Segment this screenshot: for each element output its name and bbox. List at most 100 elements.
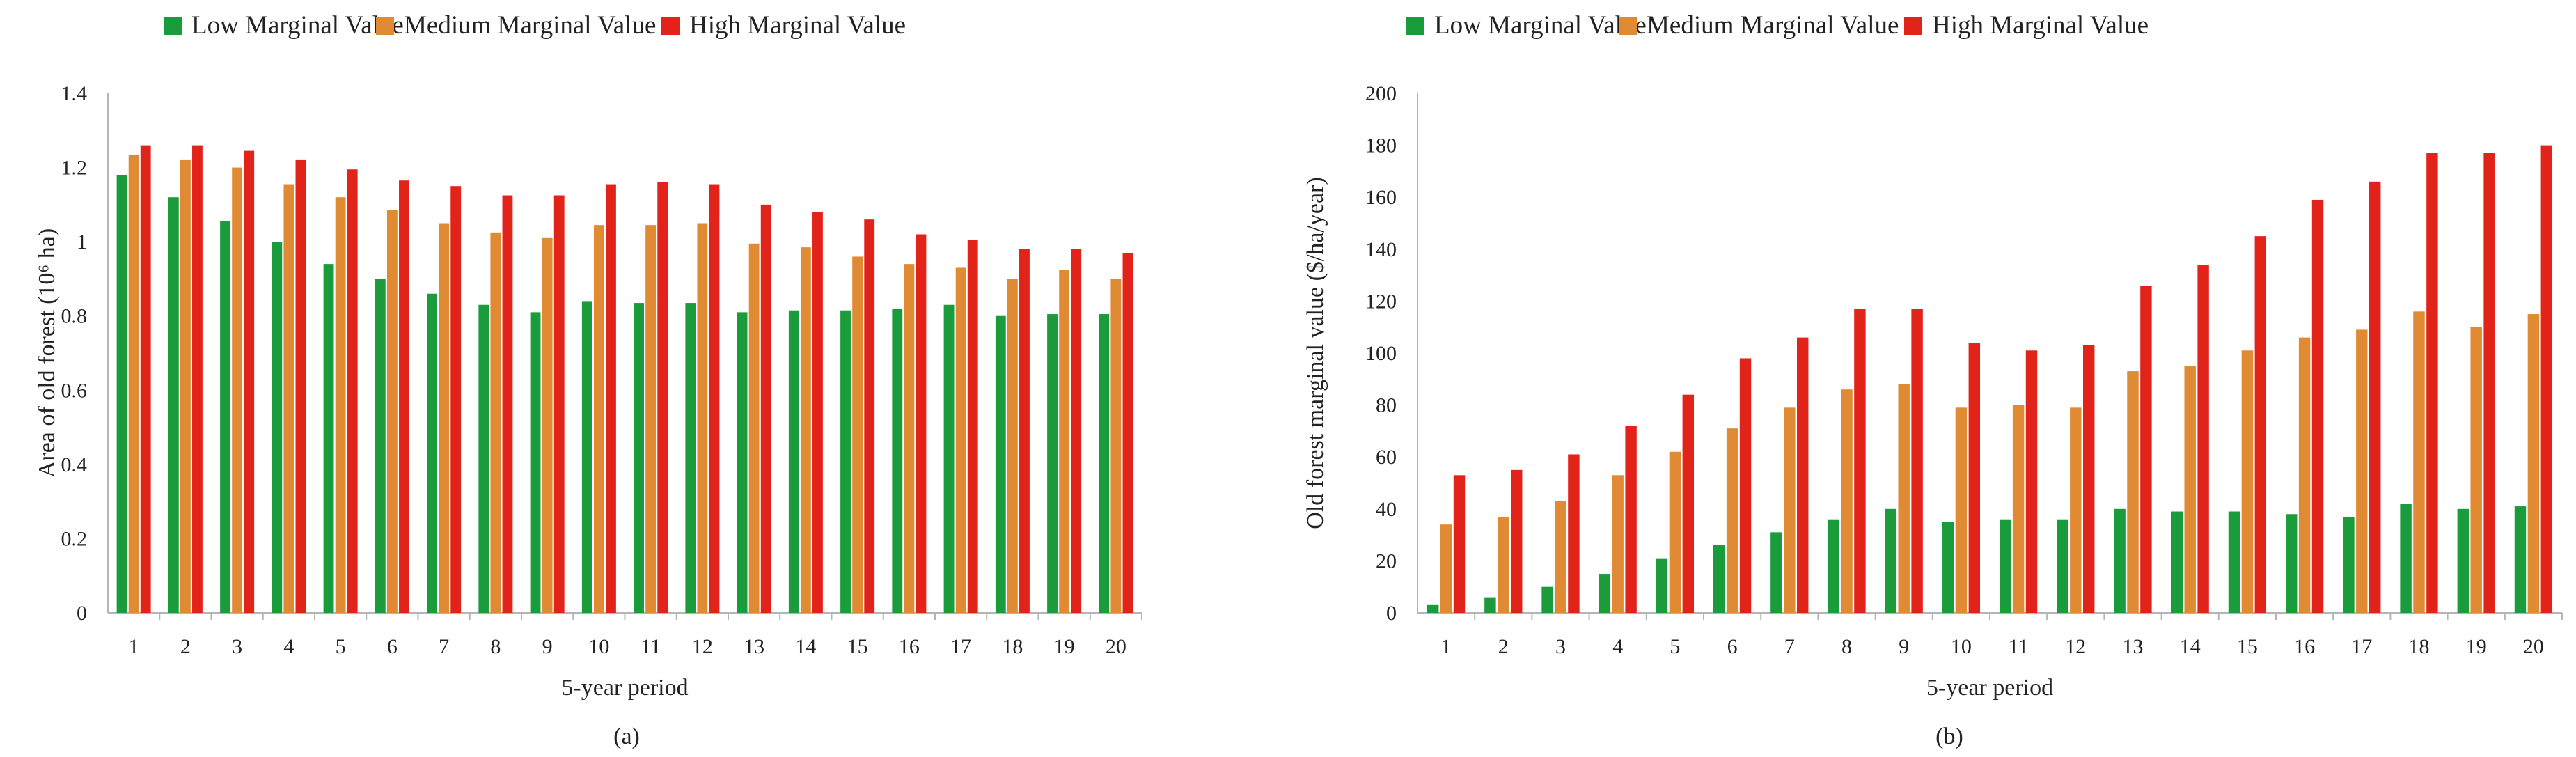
bar-medium-marginal-value-8 [490,232,501,614]
bar-low-marginal-value-5 [323,264,334,613]
legend-swatch-low-marginal-value [164,17,182,35]
x-tick-label: 10 [1951,635,1972,658]
panel-a-area-chart: 00.20.40.60.811.21.41 2 3 4 5 6 7 8 9 10 11 12 13 14 1… [34,11,1142,749]
bar-low-marginal-value-14 [2171,511,2183,613]
bar-medium-marginal-value-18 [1007,279,1018,613]
bar-high-marginal-value-1 [140,145,151,614]
x-tick-label: 20 [1106,635,1126,658]
bar-medium-marginal-value-15 [2241,350,2254,613]
bar-low-marginal-value-20 [2514,506,2527,613]
bar-high-marginal-value-17 [967,240,978,613]
y-tick-label: 0.6 [61,379,88,402]
x-tick-label: 7 [439,635,449,658]
bar-low-marginal-value-11 [1999,519,2011,613]
bar-low-marginal-value-9 [1885,508,1897,613]
x-tick-label: 7 [1784,635,1795,658]
bar-low-marginal-value-12 [685,303,696,613]
x-tick-label: 20 [2523,635,2544,658]
bar-medium-marginal-value-3 [1555,501,1566,613]
bar-high-marginal-value-2 [1510,469,1523,613]
x-tick-label: 18 [1002,635,1023,658]
bar-medium-marginal-value-1 [128,154,139,613]
bar-medium-marginal-value-19 [1059,270,1070,613]
y-tick-label: 40 [1376,498,1397,521]
y-tick-label: 120 [1365,290,1397,313]
bar-medium-marginal-value-17 [955,267,966,613]
bar-low-marginal-value-2 [1484,597,1496,613]
bar-low-marginal-value-13 [737,312,748,613]
bar-high-marginal-value-11 [2025,350,2038,613]
bar-high-marginal-value-18 [1019,249,1030,613]
bar-medium-marginal-value-1 [1440,524,1452,613]
legend-label-high-marginal-value: High Marginal Value [689,11,906,40]
x-tick-label: 16 [899,635,920,658]
x-tick-label: 9 [542,635,553,658]
x-tick-label: 15 [2237,635,2258,658]
y-tick-label: 0.8 [61,305,88,328]
bar-medium-marginal-value-4 [1612,475,1624,613]
y-tick-label: 80 [1376,394,1397,417]
bar-high-marginal-value-19 [2483,153,2495,614]
bar-high-marginal-value-12 [2082,345,2095,613]
bar-low-marginal-value-5 [1656,558,1668,613]
legend-label-medium-marginal-value: Medium Marginal Value [1647,11,1899,40]
x-tick-label: 4 [283,635,294,658]
bar-high-marginal-value-15 [2254,236,2267,613]
y-tick-label: 180 [1365,134,1397,157]
bar-high-marginal-value-6 [1739,358,1752,613]
bar-low-marginal-value-6 [375,279,386,613]
x-tick-label: 2 [1498,635,1509,658]
legend-swatch-high-marginal-value [1904,17,1922,35]
y-tick-label: 140 [1365,238,1397,261]
bar-high-marginal-value-7 [450,186,462,613]
bar-medium-marginal-value-5 [335,197,346,613]
panel-label: (a) [613,724,640,749]
bar-medium-marginal-value-14 [2184,366,2196,613]
bar-high-marginal-value-10 [606,184,616,613]
bar-low-marginal-value-1 [116,175,127,613]
bar-high-marginal-value-18 [2426,153,2438,614]
y-tick-label: 1.4 [61,82,88,105]
bar-low-marginal-value-17 [943,304,955,613]
bar-low-marginal-value-12 [2057,519,2068,613]
x-tick-label: 17 [2351,635,2372,658]
legend-swatch-high-marginal-value [661,17,680,35]
x-tick-label: 11 [2009,635,2029,658]
x-tick-label: 5 [336,635,346,658]
x-tick-label: 11 [641,635,661,658]
legend-label-low-marginal-value: Low Marginal Value [191,11,404,40]
bar-high-marginal-value-14 [812,212,823,613]
y-axis-label: Old forest marginal value ($/ha/year) [1303,177,1328,529]
bar-high-marginal-value-20 [2540,145,2553,614]
bar-medium-marginal-value-6 [1726,428,1738,613]
legend-label-low-marginal-value: Low Marginal Value [1434,11,1647,40]
bar-low-marginal-value-19 [1047,314,1058,613]
y-tick-label: 60 [1376,446,1397,469]
bar-high-marginal-value-4 [1625,426,1637,613]
y-tick-label: 0.4 [61,453,88,476]
x-tick-label: 19 [1054,635,1075,658]
bar-high-marginal-value-14 [2197,265,2209,613]
bar-high-marginal-value-8 [1854,309,1866,613]
x-tick-label: 1 [129,635,139,658]
bar-low-marginal-value-20 [1099,314,1110,613]
bar-high-marginal-value-4 [295,159,306,613]
legend-swatch-medium-marginal-value [376,17,394,35]
bar-medium-marginal-value-20 [2527,314,2540,613]
legend-swatch-medium-marginal-value [1619,17,1637,35]
bar-medium-marginal-value-7 [439,223,450,613]
bar-high-marginal-value-16 [916,234,927,613]
x-tick-label: 16 [2294,635,2315,658]
y-tick-label: 0 [1386,602,1397,625]
x-tick-label: 1 [1441,635,1452,658]
bar-high-marginal-value-11 [657,182,668,613]
x-tick-label: 9 [1899,635,1909,658]
x-tick-label: 14 [795,635,816,658]
bar-medium-marginal-value-4 [283,184,294,613]
bar-medium-marginal-value-10 [1955,407,1968,613]
bar-high-marginal-value-12 [709,184,720,613]
x-axis-label: 5-year period [561,675,688,701]
x-tick-label: 3 [1555,635,1566,658]
